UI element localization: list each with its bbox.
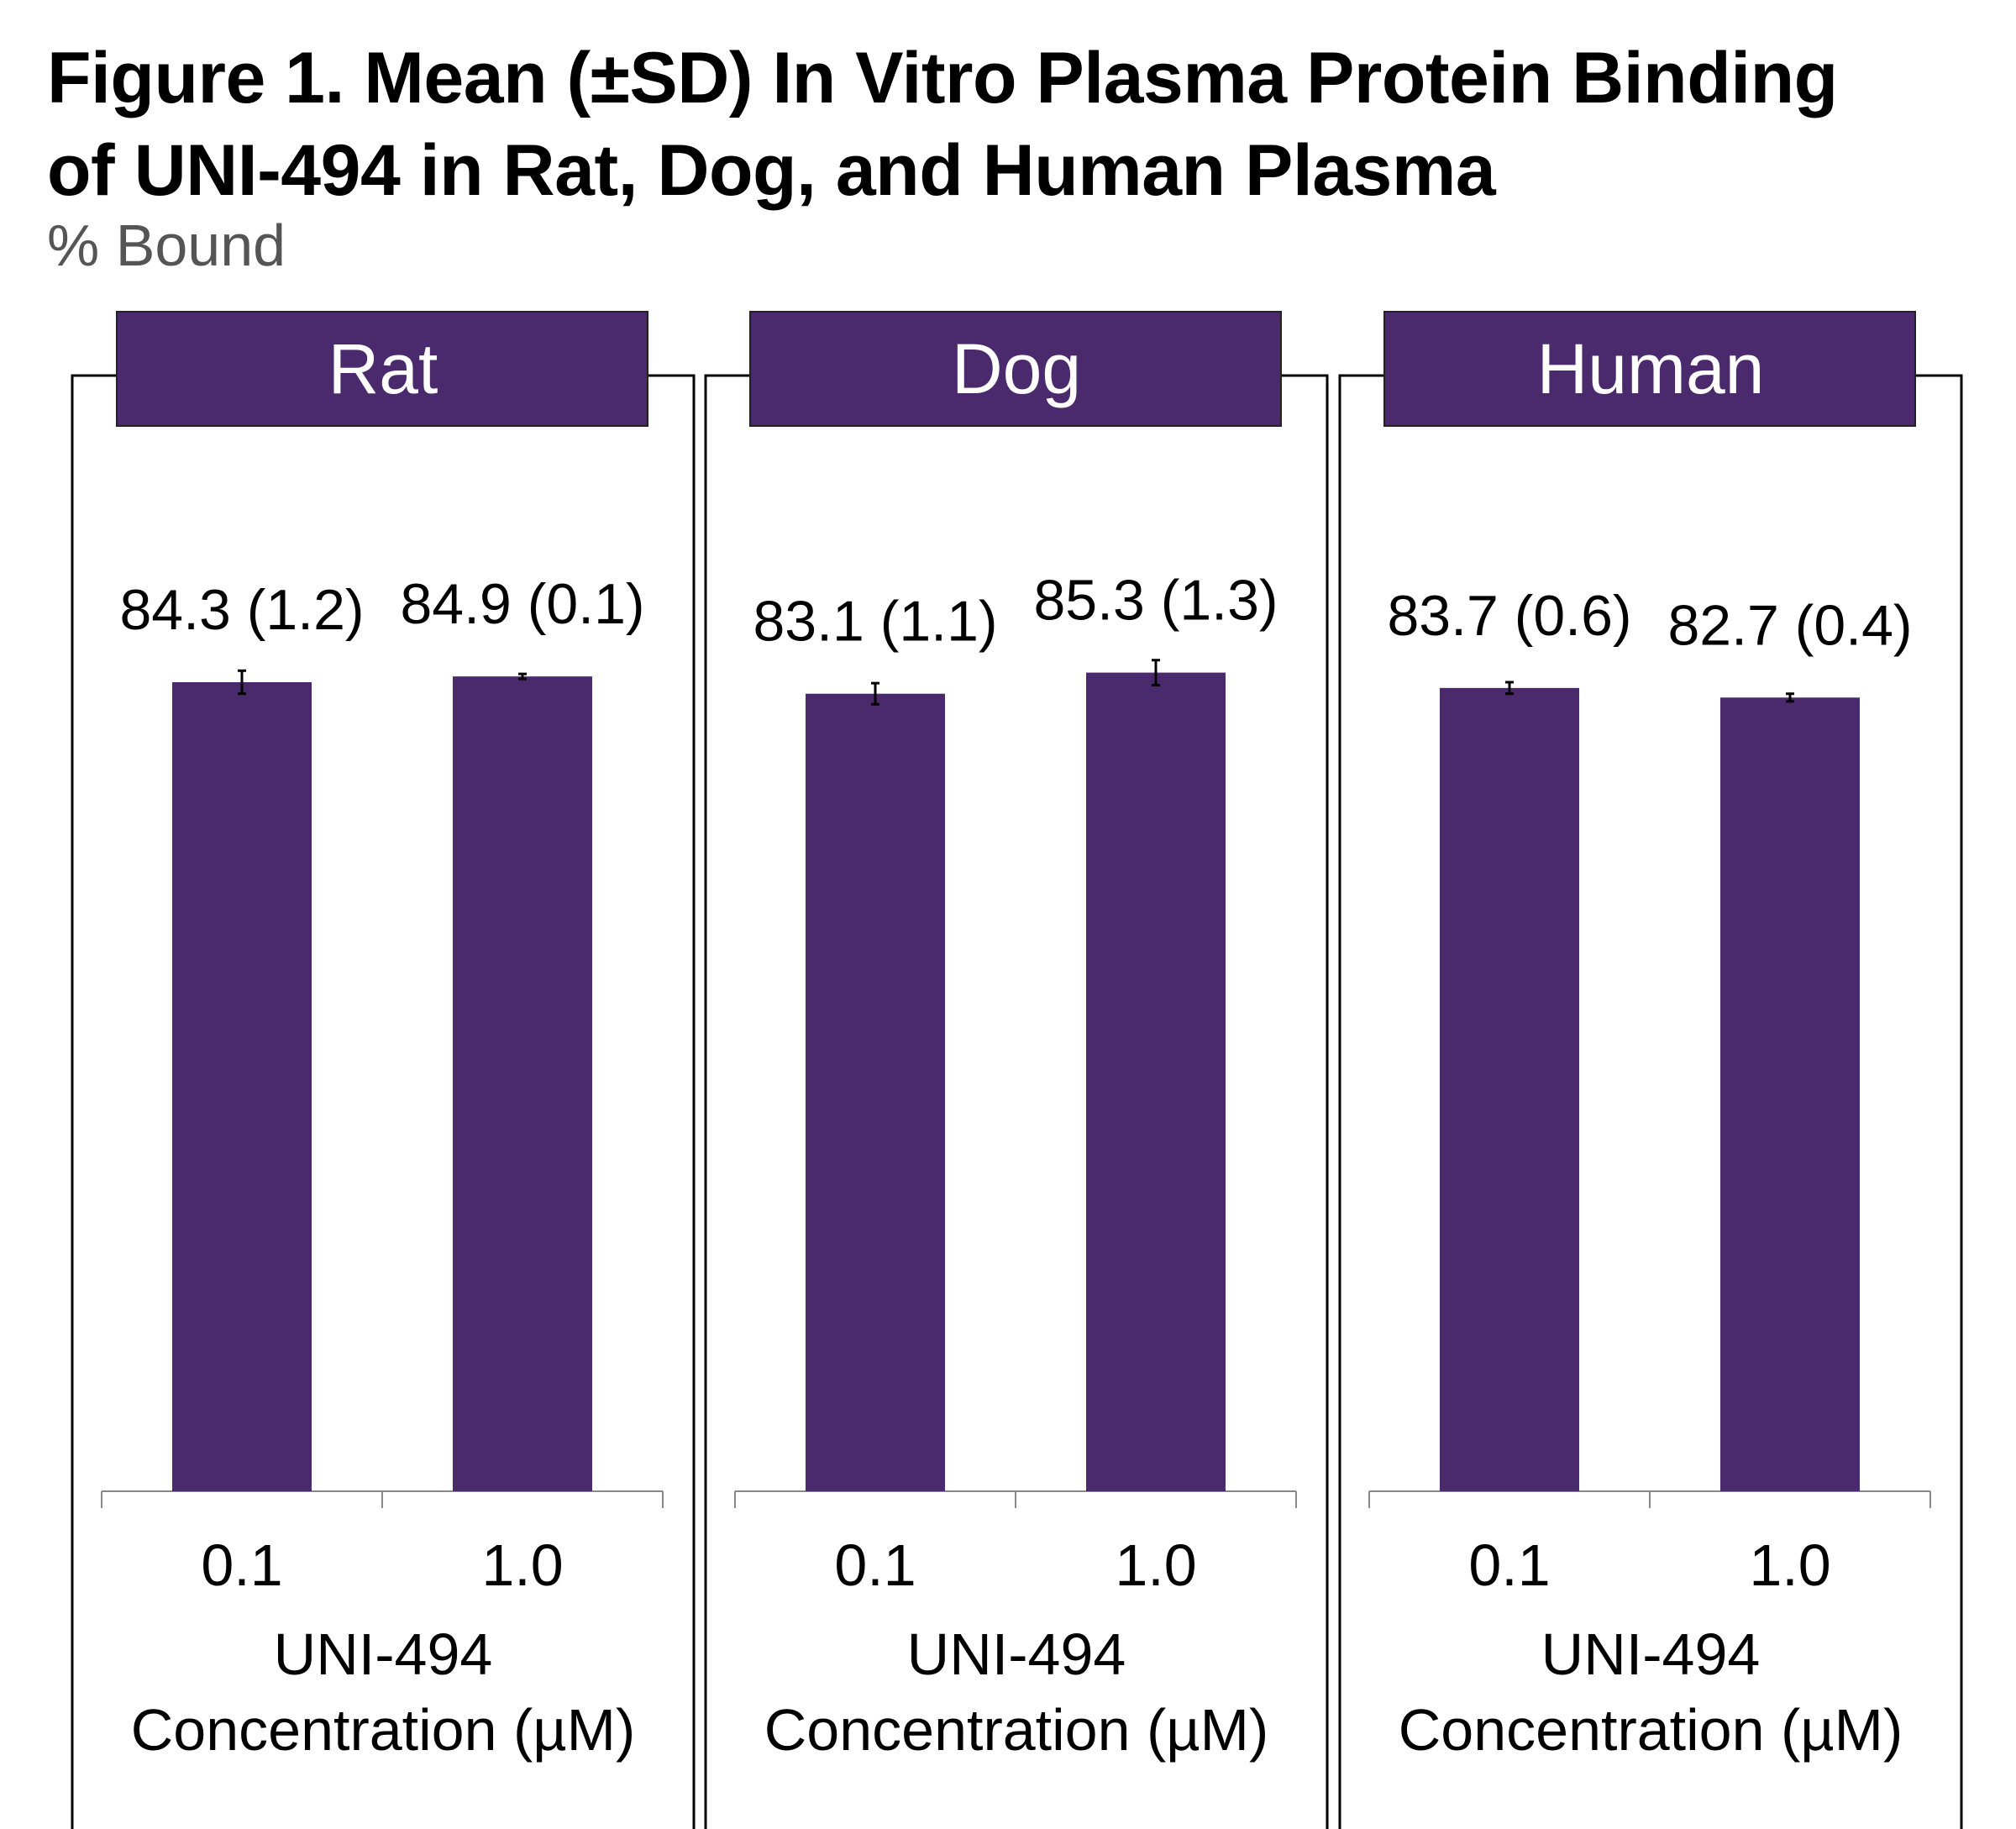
x-tick-label-dog-1: 1.0 [1115, 1532, 1196, 1598]
panel-title-rat: Rat [328, 329, 438, 408]
x-tick-label-dog-0: 0.1 [834, 1532, 916, 1598]
chart-title: Figure 1. Mean (±SD) In Vitro Plasma Pro… [47, 32, 1838, 217]
x-axis-title-line-1-human: UNI-494 [1541, 1621, 1761, 1687]
panel-header-human [1383, 311, 1916, 427]
chart-title-line-2: of UNI-494 in Rat, Dog, and Human Plasma [47, 130, 1496, 211]
data-label-rat-0: 84.3 (1.2) [119, 578, 364, 642]
bar-dog-0 [806, 693, 945, 1491]
bar-human-0 [1440, 687, 1579, 1491]
x-tick-label-rat-0: 0.1 [201, 1532, 282, 1598]
data-label-dog-0: 83.1 (1.1) [753, 590, 997, 654]
x-axis-title-line-1-rat: UNI-494 [274, 1621, 493, 1687]
data-label-human-1: 82.7 (0.4) [1667, 593, 1912, 657]
x-axis-title-line-2-dog: Concentration (µM) [764, 1697, 1269, 1763]
bar-rat-1 [453, 676, 592, 1491]
data-label-human-0: 83.7 (0.6) [1387, 584, 1631, 648]
x-axis-title-line-2-rat: Concentration (µM) [131, 1697, 636, 1763]
x-axis-title-line-2-human: Concentration (µM) [1399, 1697, 1903, 1763]
x-tick-label-human-1: 1.0 [1749, 1532, 1830, 1598]
panel-header-rat [116, 311, 648, 427]
x-tick-label-rat-1: 1.0 [481, 1532, 563, 1598]
bar-rat-0 [172, 682, 312, 1491]
bar-human-1 [1720, 697, 1860, 1491]
panel-header-dog [749, 311, 1282, 427]
data-label-dog-1: 85.3 (1.3) [1033, 569, 1278, 633]
y-axis-label: % Bound [47, 213, 286, 278]
x-tick-label-human-0: 0.1 [1468, 1532, 1550, 1598]
x-axis-title-line-1-dog: UNI-494 [907, 1621, 1126, 1687]
bar-dog-1 [1086, 672, 1226, 1491]
data-label-rat-1: 84.9 (0.1) [400, 572, 644, 636]
panel-title-dog: Dog [952, 329, 1081, 408]
chart-title-line-1: Figure 1. Mean (±SD) In Vitro Plasma Pro… [47, 38, 1838, 118]
panel-title-human: Human [1537, 329, 1765, 408]
